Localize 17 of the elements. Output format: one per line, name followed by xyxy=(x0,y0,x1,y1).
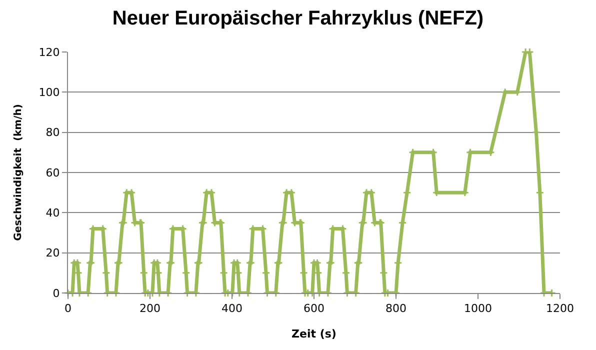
x-axis-title: Zeit (s) xyxy=(292,327,336,340)
y-axis-title: Geschwindigkeit (km/h) xyxy=(12,104,24,241)
x-tick-label: 1000 xyxy=(464,302,492,316)
y-tick-label: 0 xyxy=(52,286,60,300)
y-tick-label: 20 xyxy=(46,246,60,260)
y-tick-label: 60 xyxy=(46,166,60,180)
chart-title: Neuer Europäischer Fahrzyklus (NEFZ) xyxy=(112,8,484,30)
x-tick-label: 200 xyxy=(140,302,160,316)
x-tick-label: 1200 xyxy=(546,302,574,316)
y-tick-label: 80 xyxy=(46,126,60,140)
x-tick-label: 0 xyxy=(64,302,72,316)
x-tick-label: 800 xyxy=(386,302,406,316)
y-tick-label: 120 xyxy=(38,46,60,59)
y-tick-label: 100 xyxy=(38,86,60,100)
x-tick-label: 600 xyxy=(304,302,324,316)
y-tick-label: 40 xyxy=(46,206,60,220)
x-tick-label: 400 xyxy=(222,302,242,316)
